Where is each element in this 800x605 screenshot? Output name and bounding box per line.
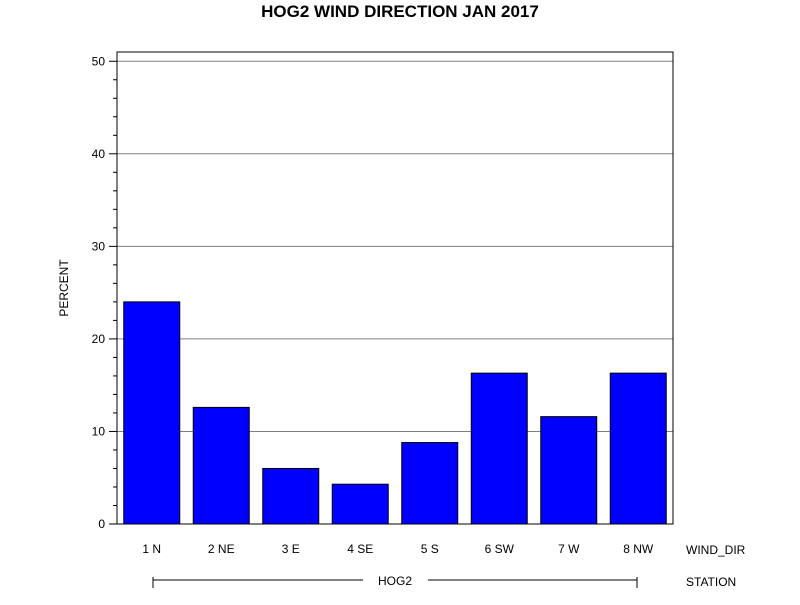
chart-title: HOG2 WIND DIRECTION JAN 2017 bbox=[261, 2, 539, 21]
y-tick-label-5: 50 bbox=[92, 54, 106, 68]
x-tick-label-7: 7 W bbox=[558, 542, 580, 556]
bar-4 bbox=[331, 483, 389, 525]
bar-6 bbox=[470, 372, 528, 525]
gridlines bbox=[117, 60, 673, 432]
y-tick-label-2: 20 bbox=[92, 332, 106, 346]
y-axis-label: PERCENT bbox=[57, 259, 71, 317]
y-tick-label-4: 40 bbox=[92, 147, 106, 161]
station-group-axis: HOG2 STATION bbox=[152, 574, 736, 589]
y-tick-label-0: 0 bbox=[98, 517, 105, 531]
bar-1 bbox=[123, 301, 181, 525]
bar-8 bbox=[609, 372, 667, 525]
bar-5 bbox=[401, 442, 459, 525]
x-tick-label-8: 8 NW bbox=[623, 542, 654, 556]
y-tick-label-1: 10 bbox=[92, 424, 106, 438]
x-tick-label-4: 4 SE bbox=[347, 542, 373, 556]
y-axis: 0 10 20 30 40 50 bbox=[92, 54, 117, 531]
x-tick-label-3: 3 E bbox=[282, 542, 300, 556]
plot-frame bbox=[116, 51, 674, 525]
x-tick-label-2: 2 NE bbox=[208, 542, 235, 556]
x-axis-label: WIND_DIR bbox=[686, 543, 746, 557]
bar-2 bbox=[192, 406, 250, 525]
station-value-label: HOG2 bbox=[378, 574, 412, 588]
bars bbox=[123, 301, 667, 525]
x-tick-label-6: 6 SW bbox=[485, 542, 515, 556]
x-axis: 1 N 2 NE 3 E 4 SE 5 S 6 SW 7 W 8 NW bbox=[142, 542, 654, 556]
y-tick-label-3: 30 bbox=[92, 239, 106, 253]
x-tick-label-1: 1 N bbox=[142, 542, 161, 556]
x-tick-label-5: 5 S bbox=[421, 542, 439, 556]
bar-3 bbox=[262, 467, 320, 525]
station-axis-label: STATION bbox=[686, 575, 736, 589]
bar-7 bbox=[540, 416, 598, 525]
